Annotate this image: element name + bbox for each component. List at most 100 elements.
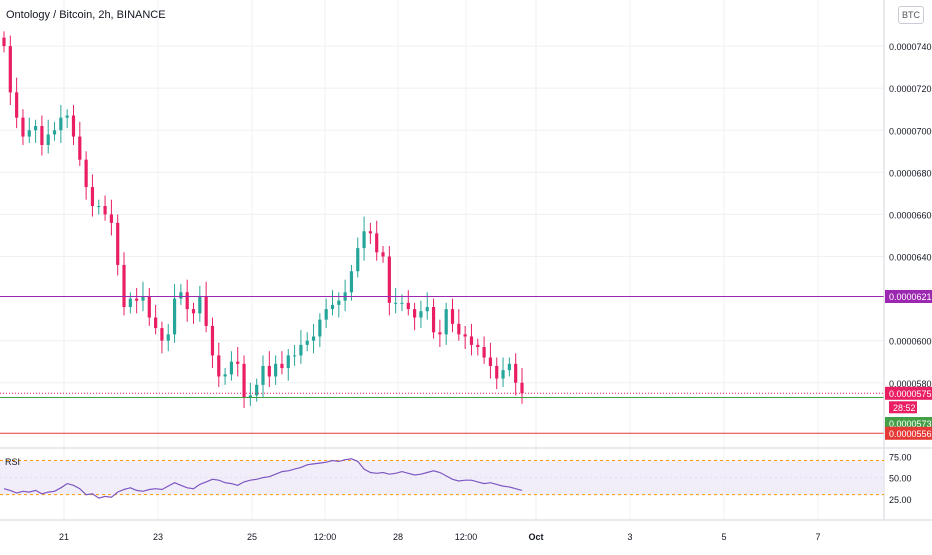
candle [292, 355, 297, 357]
rsi-tick-label: 25.00 [889, 495, 912, 505]
countdown-bg [889, 401, 917, 414]
candle [469, 336, 474, 345]
currency-badge[interactable]: BTC [898, 6, 924, 24]
candle [482, 346, 486, 358]
candle [198, 296, 202, 314]
level-label: 0.0000573 [889, 419, 932, 429]
candle [425, 307, 429, 312]
candle [103, 206, 107, 215]
candle [141, 296, 145, 301]
time-axis: 21 23 25 12:00 28 12:00 Oct 3 5 7 [59, 532, 821, 542]
candle [305, 340, 309, 345]
candle [476, 344, 480, 347]
price-tick-label: 0.0000700 [889, 126, 932, 136]
candle [179, 292, 183, 299]
candle [444, 309, 448, 335]
candle [109, 214, 113, 223]
level-label-bg [885, 426, 932, 440]
grid-lines [0, 0, 884, 520]
candles [2, 31, 524, 409]
candle [514, 363, 518, 383]
candle [406, 302, 410, 310]
candle [154, 317, 158, 329]
time-tick-label: 28 [393, 532, 403, 542]
candle [97, 206, 101, 208]
candle [520, 382, 524, 394]
price-tick-label: 0.0000660 [889, 210, 932, 220]
candle [210, 325, 215, 356]
candle [330, 304, 335, 310]
chart-title: Ontology / Bitcoin, 2h, BINANCE [6, 9, 166, 21]
candle [84, 159, 88, 188]
price-tick-label: 0.0000640 [889, 253, 932, 263]
countdown-label: 28:52 [893, 403, 916, 413]
candle [172, 298, 177, 335]
candle [431, 307, 436, 333]
candle [90, 187, 95, 207]
time-tick-label: 23 [153, 532, 163, 542]
candle [21, 117, 25, 137]
candle [248, 395, 252, 398]
candle [116, 222, 120, 265]
candle [274, 363, 278, 377]
candle [501, 370, 505, 379]
candle [147, 296, 151, 318]
rsi-axis: 75.00 50.00 25.00 [889, 452, 912, 505]
last-price-label: 0.0000575 [889, 389, 932, 399]
candle [15, 92, 19, 118]
rsi-line [3, 458, 523, 499]
candle [280, 363, 284, 369]
candle [381, 252, 385, 257]
candle [185, 292, 189, 310]
candle [349, 271, 354, 293]
candle [311, 336, 316, 341]
candle [375, 233, 379, 253]
time-tick-label: 21 [59, 532, 69, 542]
candle [8, 46, 12, 93]
candle [46, 134, 50, 145]
time-tick-label: 12:00 [455, 532, 478, 542]
time-tick-label: 25 [247, 532, 257, 542]
level-label: 0.0000556 [889, 429, 932, 439]
candle [495, 365, 499, 379]
candle [413, 309, 417, 318]
time-tick-label: 12:00 [314, 532, 337, 542]
rsi-label: RSI [5, 457, 21, 467]
candle [128, 298, 132, 308]
candle [223, 374, 227, 377]
price-tick-label: 0.0000720 [889, 84, 932, 94]
candle [450, 309, 455, 324]
price-tick-label: 0.0000680 [889, 168, 932, 178]
candle [400, 302, 404, 304]
candle [387, 256, 391, 303]
candle [286, 355, 290, 369]
candle [204, 296, 208, 326]
candle [318, 319, 322, 337]
candle [122, 264, 126, 308]
candle [33, 126, 38, 131]
candle [40, 126, 44, 145]
candle [488, 357, 493, 366]
candle [135, 298, 139, 301]
candle [368, 231, 372, 234]
candle [419, 311, 423, 318]
candle [267, 365, 271, 377]
candle [261, 365, 265, 385]
candle [457, 323, 461, 335]
candle [217, 355, 221, 377]
candle [27, 130, 31, 137]
time-tick-label: 7 [815, 532, 820, 542]
candle [324, 309, 328, 320]
candle [242, 363, 246, 398]
candle [394, 302, 398, 304]
time-tick-label: Oct [528, 532, 543, 542]
rsi-tick-label: 75.00 [889, 452, 912, 462]
candle [229, 361, 234, 375]
candle [299, 344, 303, 356]
candle [166, 334, 170, 341]
rsi-tick-label: 50.00 [889, 474, 912, 484]
candle [78, 136, 82, 160]
price-tick-label: 0.0000600 [889, 337, 932, 347]
